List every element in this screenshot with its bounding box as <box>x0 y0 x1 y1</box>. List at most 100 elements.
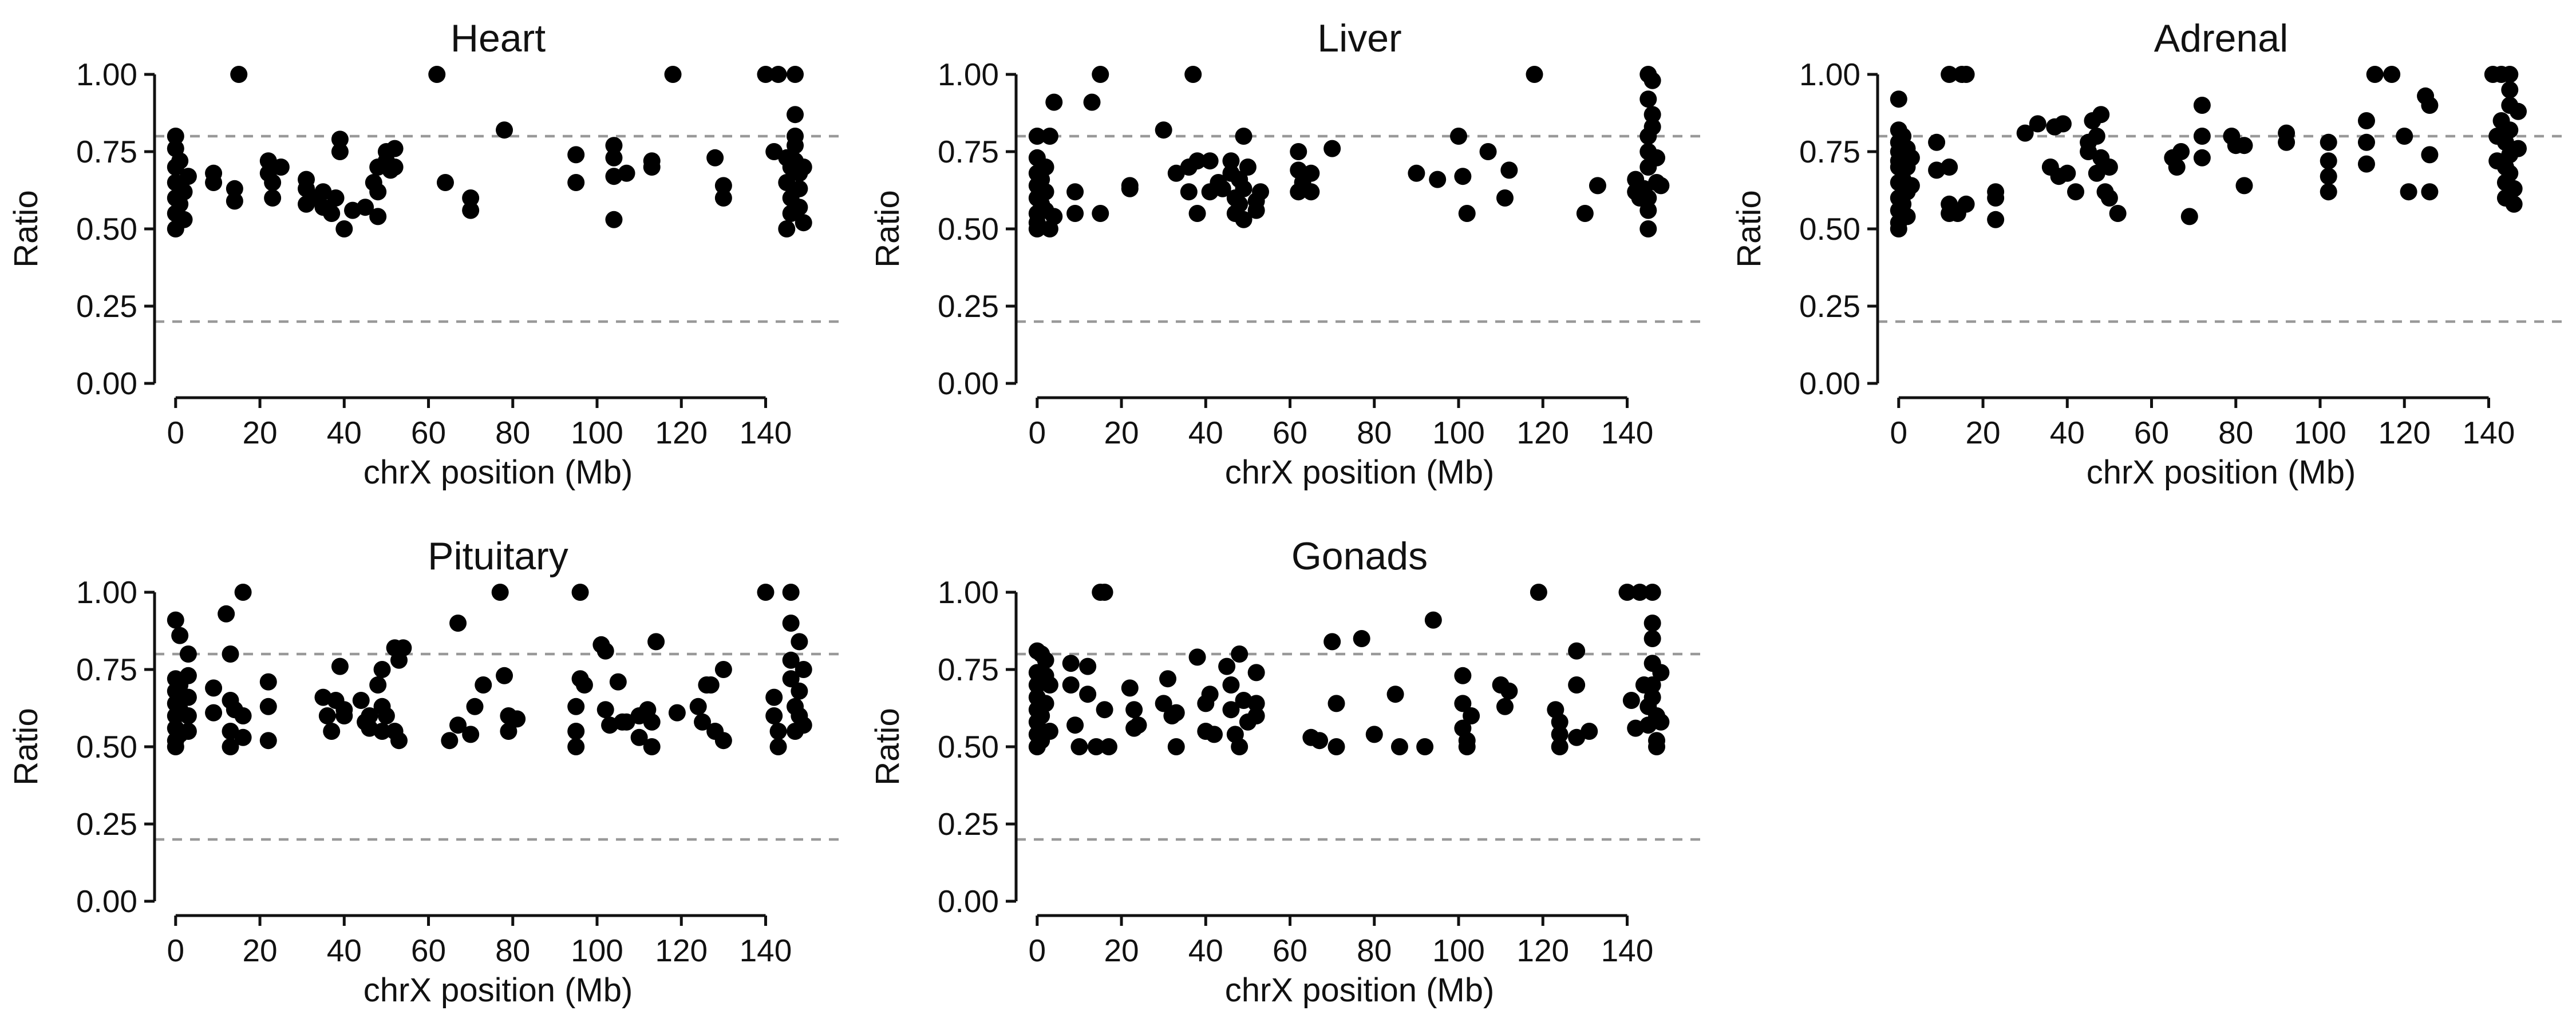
data-point <box>264 189 282 207</box>
x-tick-label: 140 <box>1601 933 1654 968</box>
data-point <box>2510 140 2527 157</box>
data-point <box>689 698 707 715</box>
data-point <box>462 726 480 743</box>
data-point <box>1062 655 1080 672</box>
x-tick-label: 60 <box>1273 933 1307 968</box>
data-point <box>1500 682 1518 700</box>
data-point <box>787 66 804 83</box>
x-tick-label: 0 <box>1029 933 1046 968</box>
data-point <box>1643 688 1661 706</box>
data-point <box>1454 695 1472 712</box>
data-point <box>714 732 732 750</box>
data-point <box>1045 93 1063 111</box>
data-point <box>1041 723 1058 740</box>
data-point <box>1218 657 1236 675</box>
data-points <box>1890 66 2527 237</box>
data-point <box>795 661 812 678</box>
data-point <box>1206 726 1223 743</box>
data-point <box>1890 220 1907 237</box>
data-point <box>1902 149 1920 167</box>
data-point <box>179 667 197 684</box>
data-point <box>335 220 353 237</box>
data-point <box>2400 183 2417 201</box>
data-point <box>1568 676 1586 694</box>
data-point <box>2193 97 2211 114</box>
x-tick-label: 80 <box>2218 415 2253 450</box>
x-tick-label: 120 <box>2378 415 2431 450</box>
data-point <box>1037 183 1054 201</box>
data-point <box>1222 701 1240 719</box>
data-point <box>369 208 387 225</box>
data-point <box>323 723 341 740</box>
data-point <box>795 159 812 176</box>
y-tick-label: 1.00 <box>76 575 137 610</box>
data-point <box>1041 128 1058 145</box>
data-point <box>1496 698 1514 715</box>
data-point <box>1092 66 1109 83</box>
data-point <box>1159 670 1177 688</box>
data-point <box>2193 149 2211 167</box>
data-point <box>706 149 724 167</box>
data-point <box>390 732 408 750</box>
data-point <box>1235 211 1253 228</box>
data-point <box>567 146 585 164</box>
x-tick-label: 80 <box>495 933 530 968</box>
data-point <box>1066 183 1084 201</box>
data-point <box>2357 133 2375 151</box>
data-point <box>1941 159 1958 176</box>
data-point <box>331 130 349 148</box>
data-point <box>441 732 459 750</box>
data-point <box>1222 152 1240 170</box>
panel-title: Adrenal <box>2154 17 2288 60</box>
data-point <box>1576 205 1594 222</box>
x-tick-label: 40 <box>1188 415 1223 450</box>
data-point <box>373 723 391 740</box>
data-point <box>1087 738 1105 755</box>
x-tick-label: 80 <box>495 415 530 450</box>
data-point <box>757 584 775 601</box>
y-tick-label: 0.50 <box>1799 211 1860 247</box>
y-tick-label: 1.00 <box>1799 57 1860 92</box>
data-point <box>2421 183 2439 201</box>
x-tick-label: 100 <box>1432 933 1485 968</box>
data-point <box>2059 164 2076 182</box>
data-point <box>1323 633 1341 651</box>
data-point <box>369 676 387 694</box>
data-point <box>2320 152 2337 170</box>
x-tick-label: 40 <box>327 933 362 968</box>
data-point <box>2235 177 2253 195</box>
data-point <box>668 704 686 722</box>
data-point <box>1652 713 1670 731</box>
data-point <box>791 682 808 700</box>
data-point <box>1184 66 1202 83</box>
panel-liver: Liver 0.00 0.25 0.50 0.75 1.00 0 20 40 60 80 100 120… <box>869 17 1703 491</box>
data-point <box>1092 205 1109 222</box>
data-point <box>1551 726 1568 743</box>
data-point <box>2501 81 2519 98</box>
data-point <box>782 651 800 669</box>
data-point <box>1496 189 1514 207</box>
data-point <box>1408 164 1425 182</box>
data-point <box>1311 732 1329 750</box>
data-point <box>765 688 783 706</box>
data-point <box>1639 220 1657 237</box>
x-tick-label: 120 <box>655 415 708 450</box>
data-point <box>1631 584 1649 601</box>
data-point <box>171 152 189 170</box>
x-tick-label: 120 <box>1516 415 1569 450</box>
data-point <box>1429 171 1447 188</box>
data-point <box>475 676 492 694</box>
data-points <box>167 584 812 755</box>
data-point <box>327 189 345 207</box>
data-point <box>466 698 484 715</box>
data-point <box>618 164 635 182</box>
data-point <box>2016 124 2034 142</box>
y-tick-label: 1.00 <box>76 57 137 92</box>
data-point <box>1247 707 1265 724</box>
y-tick-label: 0.25 <box>76 288 137 324</box>
y-tick-label: 0.25 <box>1799 288 1860 324</box>
y-tick-label: 0.75 <box>938 652 999 687</box>
data-point <box>2366 66 2384 83</box>
data-point <box>1231 738 1249 755</box>
data-point <box>259 698 277 715</box>
